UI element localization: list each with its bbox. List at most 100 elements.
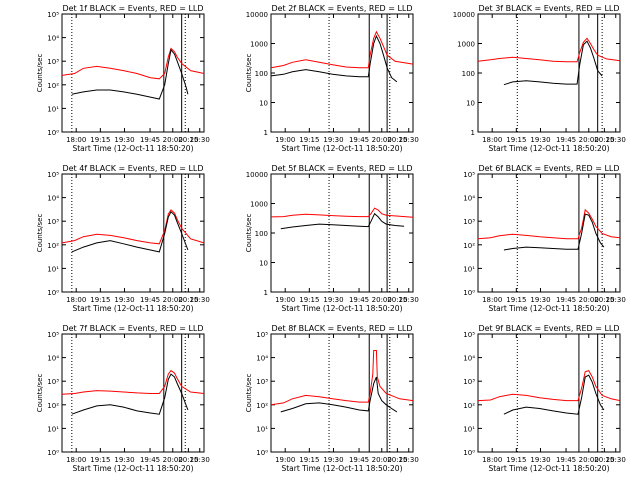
panel-title: Det 9f BLACK = Events, RED = LLD xyxy=(478,324,619,333)
x-axis-label: Start Time (12-Oct-11 18:50:20) xyxy=(281,464,402,473)
y-tick-label: 10² xyxy=(463,402,475,410)
x-tick-label: 20:15 xyxy=(387,456,407,464)
y-tick-label: 10² xyxy=(47,242,59,250)
y-tick-label: 10⁴ xyxy=(47,355,59,363)
events-series-line xyxy=(71,210,189,253)
x-tick-label: 19:15 xyxy=(90,456,110,464)
y-axis-label: Counts/sec xyxy=(245,374,253,413)
x-tick-label: 20:15 xyxy=(178,136,198,144)
y-axis-label: Counts/sec xyxy=(36,374,44,413)
y-tick-label: 10⁵ xyxy=(463,171,475,179)
y-tick-label: 10³ xyxy=(47,218,59,226)
detector-panel: Det 6f BLACK = Events, RED = LLD 10⁰ 10¹ 10… xyxy=(463,164,626,313)
y-tick-label: 10¹ xyxy=(47,265,59,273)
y-tick-label: 10 xyxy=(259,100,268,108)
detector-panel: Det 9f BLACK = Events, RED = LLD 10⁰ 10¹ 10… xyxy=(463,324,626,473)
x-tick-label: 19:15 xyxy=(506,296,526,304)
x-axis-label: Start Time (12-Oct-11 18:50:20) xyxy=(281,304,402,313)
x-tick-label: 20:15 xyxy=(594,296,614,304)
x-tick-label: 19:45 xyxy=(556,136,576,144)
x-tick-label: 19:30 xyxy=(114,136,134,144)
y-tick-label: 10000 xyxy=(453,11,475,19)
x-tick-label: 20:30 xyxy=(190,456,210,464)
panel-title: Det 3f BLACK = Events, RED = LLD xyxy=(478,4,619,13)
x-tick-label: 20:00 xyxy=(163,296,183,304)
events-series-line xyxy=(270,34,398,83)
y-tick-label: 10¹ xyxy=(256,425,268,433)
y-tick-label: 10² xyxy=(47,82,59,90)
y-tick-label: 10¹ xyxy=(463,425,475,433)
x-tick-label: 20:30 xyxy=(399,136,419,144)
x-tick-label: 20:30 xyxy=(190,136,210,144)
y-tick-label: 10000 xyxy=(246,171,268,179)
x-tick-label: 18:00 xyxy=(66,136,86,144)
x-tick-label: 19:00 xyxy=(275,296,295,304)
x-tick-label: 19:15 xyxy=(90,136,110,144)
x-tick-label: 19:15 xyxy=(299,136,319,144)
x-tick-label: 20:30 xyxy=(606,136,626,144)
x-tick-label: 19:00 xyxy=(275,456,295,464)
events-series-line xyxy=(503,213,605,251)
lld-series-line xyxy=(477,208,621,240)
events-series-line xyxy=(503,374,605,415)
y-tick-label: 10⁴ xyxy=(47,195,59,203)
plot-frame xyxy=(477,173,621,293)
y-tick-label: 10⁰ xyxy=(463,449,475,457)
x-tick-label: 20:00 xyxy=(579,136,599,144)
panel-title: Det 1f BLACK = Events, RED = LLD xyxy=(62,4,203,13)
events-series-line xyxy=(503,40,603,86)
x-tick-label: 20:15 xyxy=(594,136,614,144)
x-tick-label: 20:15 xyxy=(178,296,198,304)
y-tick-label: 10⁴ xyxy=(463,355,475,363)
events-series-line xyxy=(71,48,189,100)
y-tick-label: 10000 xyxy=(246,11,268,19)
events-series-line xyxy=(71,373,189,415)
y-tick-label: 10⁰ xyxy=(47,129,59,137)
x-tick-label: 20:15 xyxy=(178,456,198,464)
y-tick-label: 10³ xyxy=(256,378,268,386)
plot-frame xyxy=(270,13,414,133)
x-tick-label: 19:30 xyxy=(530,456,550,464)
x-tick-label: 18:00 xyxy=(482,296,502,304)
y-tick-label: 10⁵ xyxy=(256,331,268,339)
y-tick-label: 1 xyxy=(471,129,475,137)
x-tick-label: 19:45 xyxy=(140,296,160,304)
x-axis-label: Start Time (12-Oct-11 18:50:20) xyxy=(488,464,609,473)
detector-panel: Det 7f BLACK = Events, RED = LLD 10⁰ 10¹ 10… xyxy=(36,324,210,473)
x-tick-label: 20:30 xyxy=(606,296,626,304)
x-tick-label: 19:45 xyxy=(140,456,160,464)
y-tick-label: 10² xyxy=(256,402,268,410)
y-tick-label: 10⁰ xyxy=(47,449,59,457)
y-tick-label: 1 xyxy=(264,129,268,137)
x-axis-label: Start Time (12-Oct-11 18:50:20) xyxy=(488,144,609,153)
x-tick-label: 19:30 xyxy=(323,136,343,144)
y-tick-label: 10⁰ xyxy=(47,289,59,297)
y-axis-label: Counts/sec xyxy=(245,214,253,253)
x-axis-label: Start Time (12-Oct-11 18:50:20) xyxy=(72,304,193,313)
y-tick-label: 10⁰ xyxy=(256,449,268,457)
panel-title: Det 4f BLACK = Events, RED = LLD xyxy=(62,164,203,173)
y-tick-label: 10 xyxy=(259,260,268,268)
events-series-line xyxy=(280,376,398,413)
detector-panel: Det 5f BLACK = Events, RED = LLD 1 10 100 10… xyxy=(245,164,419,313)
x-axis-label: Start Time (12-Oct-11 18:50:20) xyxy=(281,144,402,153)
detector-panel: Det 4f BLACK = Events, RED = LLD 10⁰ 10¹ 10… xyxy=(36,164,210,313)
x-axis-label: Start Time (12-Oct-11 18:50:20) xyxy=(72,464,193,473)
panel-title: Det 2f BLACK = Events, RED = LLD xyxy=(271,4,412,13)
y-tick-label: 10² xyxy=(463,242,475,250)
y-axis-label: Counts/sec xyxy=(245,54,253,93)
x-tick-label: 19:45 xyxy=(556,456,576,464)
plot-frame xyxy=(270,333,414,453)
y-tick-label: 10⁵ xyxy=(463,331,475,339)
lld-series-line xyxy=(270,30,414,69)
x-tick-label: 20:00 xyxy=(163,456,183,464)
y-tick-label: 10⁵ xyxy=(47,171,59,179)
x-tick-label: 19:15 xyxy=(506,456,526,464)
lld-series-line xyxy=(61,369,205,395)
x-tick-label: 20:00 xyxy=(579,296,599,304)
x-tick-label: 18:00 xyxy=(482,136,502,144)
x-tick-label: 19:15 xyxy=(299,456,319,464)
lld-series-line xyxy=(61,47,205,80)
y-tick-label: 10¹ xyxy=(463,265,475,273)
